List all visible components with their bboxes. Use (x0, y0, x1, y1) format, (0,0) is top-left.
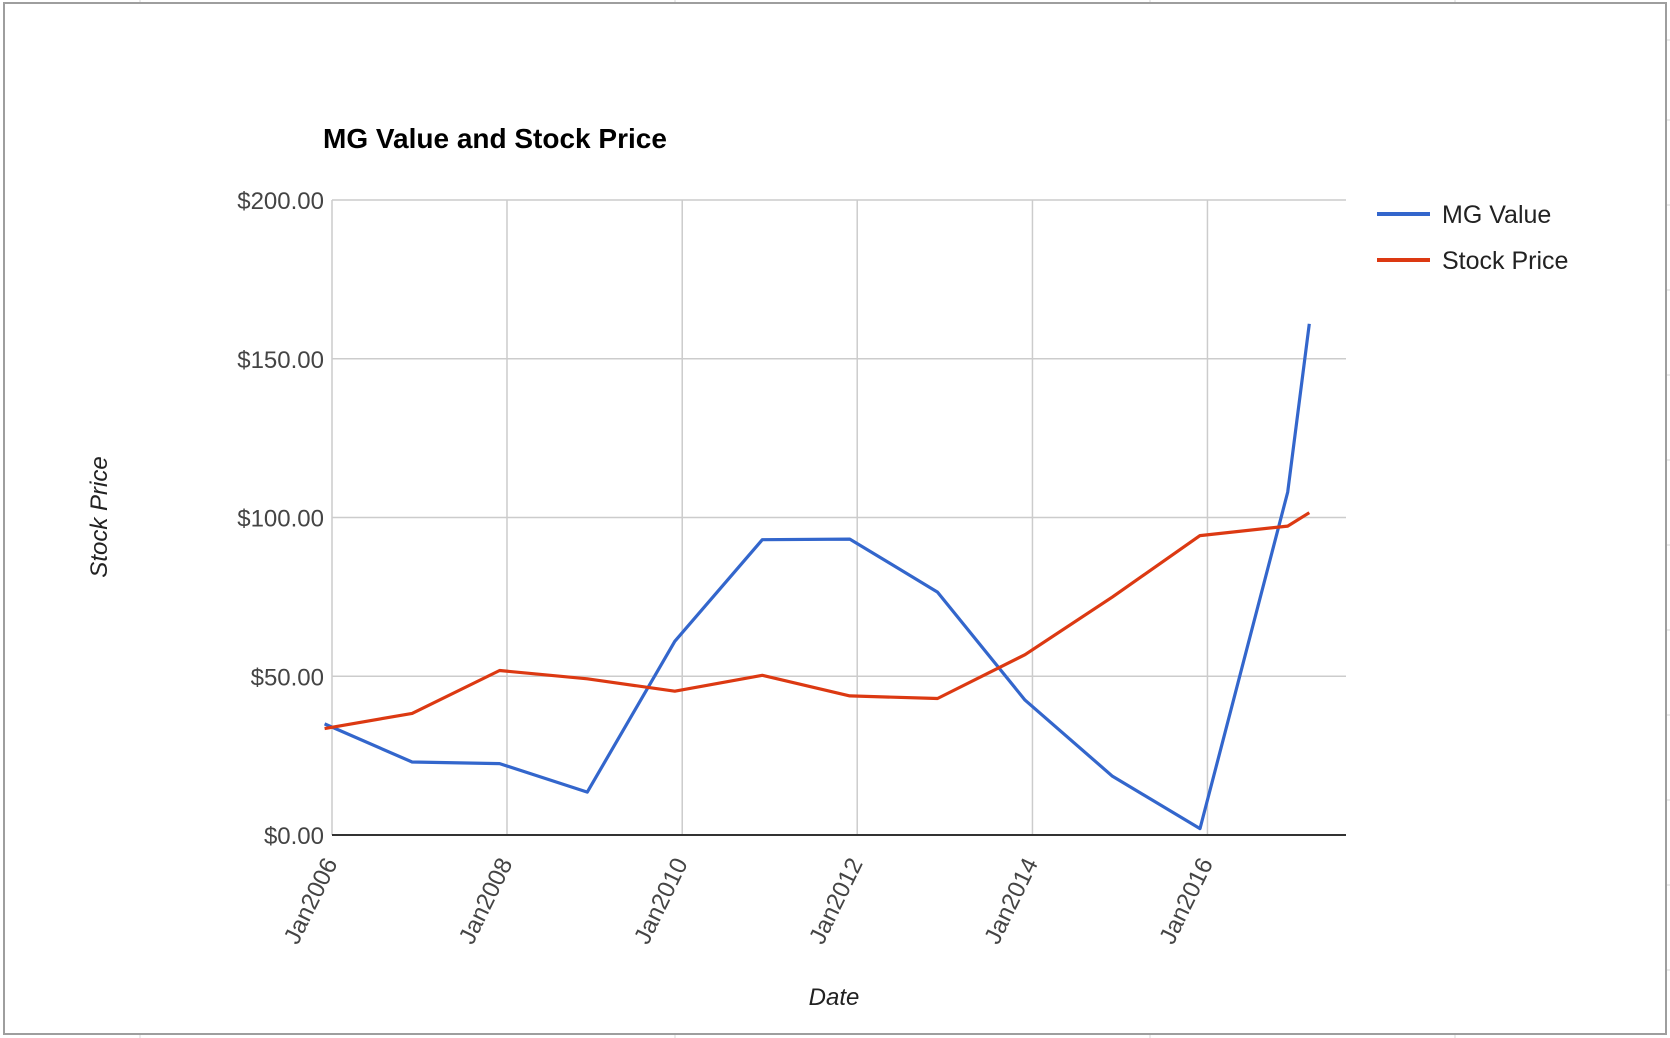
y-tick-label: $50.00 (251, 664, 324, 691)
series-line-stock-price (324, 511, 1311, 731)
y-tick-label: $100.00 (237, 506, 324, 533)
chart-frame (3, 2, 1667, 1035)
x-axis-title: Date (809, 984, 860, 1011)
y-tick-label: $0.00 (264, 823, 324, 850)
y-axis-title: Stock Price (86, 456, 113, 577)
legend-label-stock-price: Stock Price (1442, 247, 1568, 275)
legend-label-mg-value: MG Value (1442, 201, 1551, 229)
y-tick-label: $150.00 (237, 347, 324, 374)
legend: MG Value Stock Price (1377, 201, 1568, 275)
y-tick-label: $200.00 (237, 188, 324, 215)
horizontal-gridlines (332, 199, 1346, 677)
y-axis-tick-labels: $0.00 $50.00 $100.00 $150.00 $200.00 (237, 188, 324, 850)
chart-title: MG Value and Stock Price (323, 123, 667, 154)
series-lines (323, 323, 1311, 831)
series-line-mg-value (323, 323, 1311, 831)
